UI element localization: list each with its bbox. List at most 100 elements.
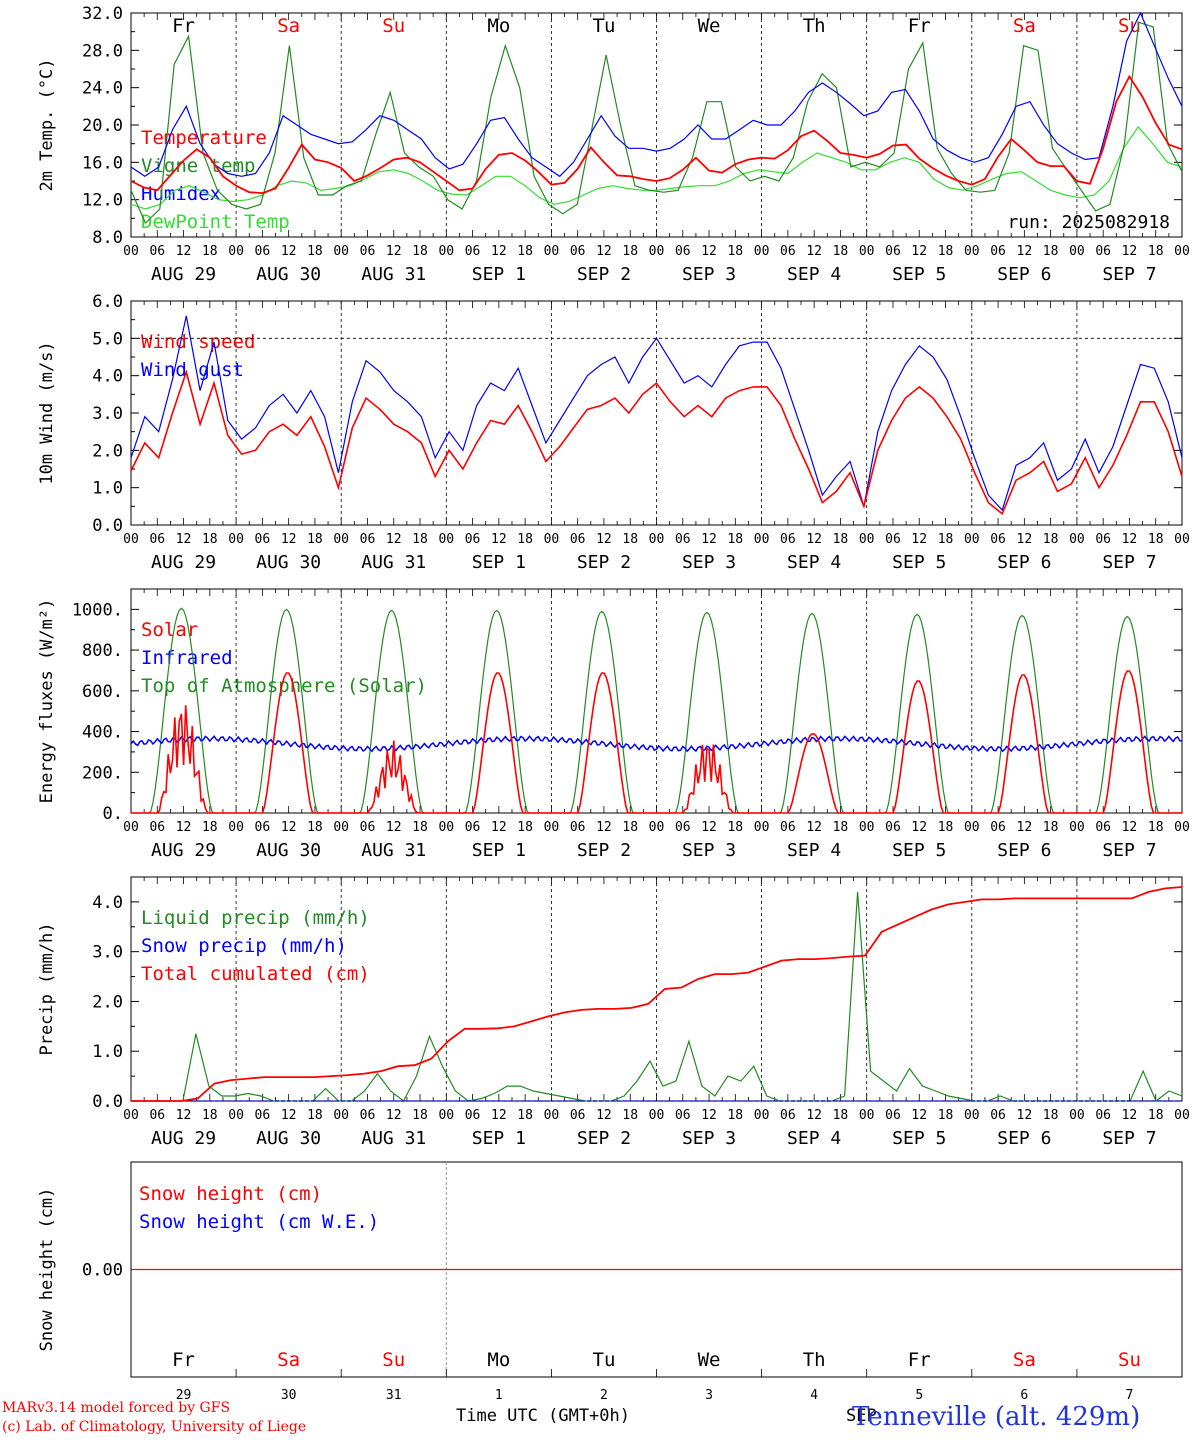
temperature-hour-label: 06 <box>465 244 481 259</box>
wind-hour-label: 00 <box>123 532 139 547</box>
precip-hour-label: 18 <box>202 1108 218 1123</box>
temperature-hour-label: 12 <box>596 244 612 259</box>
precip-hour-label: 00 <box>1174 1108 1190 1123</box>
temperature-hour-label: 12 <box>911 244 927 259</box>
temperature-hour-label: 12 <box>386 244 402 259</box>
temperature-hour-label: 00 <box>1174 244 1190 259</box>
snow-y-axis-label: Snow height (cm) <box>37 1188 57 1352</box>
temperature-hour-label: 18 <box>833 244 849 259</box>
snow-day-number: 3 <box>705 1388 713 1403</box>
energy-hour-label: 12 <box>1017 820 1033 835</box>
temp-series-dewpoint-temp <box>130 125 1183 210</box>
snow-day-number: 29 <box>176 1388 192 1403</box>
wind-hour-label: 00 <box>754 532 770 547</box>
temperature-hour-label: 00 <box>1069 244 1085 259</box>
temperature-hour-label: 12 <box>806 244 822 259</box>
snow-day-name: Su <box>382 1349 405 1371</box>
wind-hour-label: 00 <box>333 532 349 547</box>
temperature-hour-label: 06 <box>255 244 271 259</box>
precip-date-label: SEP 4 <box>787 1128 841 1149</box>
energy-hour-label: 12 <box>491 820 507 835</box>
energy-date-label: AUG 30 <box>256 840 321 861</box>
snow-legend-entry: Snow height (cm W.E.) <box>139 1211 379 1233</box>
snow-legend-entry: Snow height (cm) <box>139 1183 322 1205</box>
energy-hour-label: 06 <box>1095 820 1111 835</box>
snow-day-number: 2 <box>600 1388 608 1403</box>
temperature-hour-label: 00 <box>754 244 770 259</box>
precip-hour-label: 06 <box>990 1108 1006 1123</box>
energy-hour-label: 12 <box>806 820 822 835</box>
temperature-y-axis-label: 2m Temp. (°C) <box>37 58 57 191</box>
temperature-date-label: SEP 6 <box>997 264 1051 285</box>
temperature-hour-label: 12 <box>1122 244 1138 259</box>
wind-hour-label: 06 <box>465 532 481 547</box>
energy-series-solar <box>131 670 1182 814</box>
precip-hour-label: 00 <box>544 1108 560 1123</box>
temp-day-name: Fr <box>172 15 195 37</box>
energy-hour-label: 00 <box>123 820 139 835</box>
snow-day-number: 6 <box>1020 1388 1028 1403</box>
precip-hour-label: 12 <box>281 1108 297 1123</box>
energy-hour-label: 12 <box>281 820 297 835</box>
energy-hour-label: 18 <box>622 820 638 835</box>
wind-hour-label: 00 <box>1174 532 1190 547</box>
model-credit: MARv3.14 model forced by GFS <box>2 1400 231 1416</box>
energy-hour-label: 00 <box>544 820 560 835</box>
wind-hour-label: 06 <box>570 532 586 547</box>
precip-date-label: AUG 31 <box>361 1128 426 1149</box>
energy-hour-label: 12 <box>596 820 612 835</box>
wind-y-tick-label: 5.0 <box>92 329 123 349</box>
energy-hour-label: 18 <box>307 820 323 835</box>
wind-hour-label: 00 <box>964 532 980 547</box>
energy-date-label: SEP 4 <box>787 840 841 861</box>
precip-hour-label: 18 <box>1148 1108 1164 1123</box>
precip-hour-label: 00 <box>754 1108 770 1123</box>
precip-hour-label: 12 <box>1017 1108 1033 1123</box>
precip-hour-label: 00 <box>649 1108 665 1123</box>
precip-y-tick-label: 0.0 <box>92 1092 123 1112</box>
wind-hour-label: 18 <box>412 532 428 547</box>
energy-hour-label: 18 <box>727 820 743 835</box>
energy-hour-label: 00 <box>754 820 770 835</box>
precip-hour-label: 12 <box>911 1108 927 1123</box>
wind-y-axis-label: 10m Wind (m/s) <box>37 341 57 484</box>
station-name: Tenneville (alt. 429m) <box>852 1402 1141 1432</box>
energy-y-tick-label: 600. <box>82 682 123 702</box>
energy-y-tick-label: 400. <box>82 723 123 743</box>
wind-hour-label: 12 <box>1122 532 1138 547</box>
energy-hour-label: 00 <box>964 820 980 835</box>
wind-panel: 0.0 1.0 2.0 3.0 4.0 5.0 6.0 10m Wind (m/s) 00 06 1… <box>37 292 1190 573</box>
energy-hour-label: 12 <box>1122 820 1138 835</box>
temp-series-temperature <box>130 74 1183 195</box>
snow-day-number: 7 <box>1126 1388 1134 1403</box>
energy-hour-label: 06 <box>570 820 586 835</box>
precip-date-label: AUG 29 <box>151 1128 216 1149</box>
energy-hour-label: 00 <box>1174 820 1190 835</box>
temperature-legend-entry: Humidex <box>141 183 221 205</box>
temperature-hour-label: 06 <box>990 244 1006 259</box>
wind-hour-label: 06 <box>675 532 691 547</box>
wind-frame <box>130 300 1183 526</box>
temperature-y-tick-label: 24.0 <box>82 79 123 99</box>
wind-hour-label: 18 <box>517 532 533 547</box>
temperature-hour-label: 12 <box>176 244 192 259</box>
precip-hour-label: 00 <box>964 1108 980 1123</box>
temperature-y-tick-label: 8.0 <box>92 228 123 248</box>
temperature-frame <box>130 12 1183 238</box>
energy-hour-label: 06 <box>885 820 901 835</box>
temperature-hour-label: 06 <box>675 244 691 259</box>
precip-y-tick-label: 2.0 <box>92 992 123 1012</box>
wind-hour-label: 12 <box>596 532 612 547</box>
temperature-legend-entry: Vigne temp <box>141 155 255 177</box>
precip-hour-label: 18 <box>622 1108 638 1123</box>
wind-series-gust <box>130 315 1183 512</box>
wind-hour-label: 12 <box>386 532 402 547</box>
wind-hour-label: 18 <box>1148 532 1164 547</box>
wind-date-label: SEP 5 <box>892 552 946 573</box>
temperature-hour-label: 00 <box>964 244 980 259</box>
precip-panel: 0.0 1.0 2.0 3.0 4.0 Precip (mm/h) 00 06 12 18 AUG … <box>37 876 1190 1149</box>
precip-hour-label: 00 <box>1069 1108 1085 1123</box>
precip-hour-label: 06 <box>885 1108 901 1123</box>
temperature-hour-label: 00 <box>228 244 244 259</box>
snow-day-name: Sa <box>277 1349 300 1371</box>
